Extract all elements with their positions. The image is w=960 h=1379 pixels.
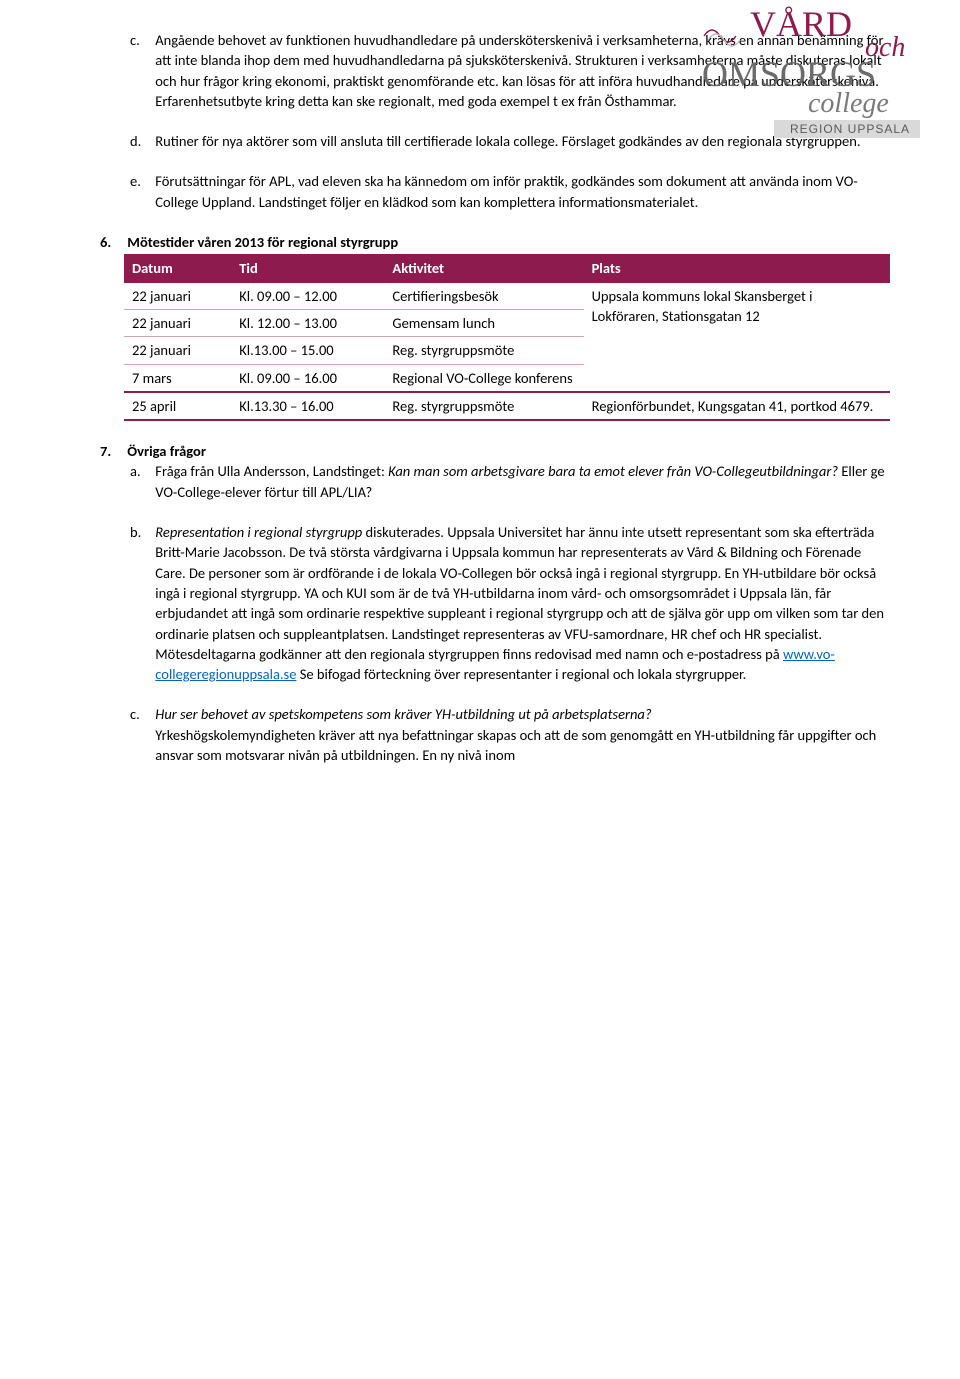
table-row: 25 april Kl.13.30 – 16.00 Reg. styrgrupp… [124,392,890,420]
list-item-e: e. Förutsättningar för APL, vad eleven s… [130,171,890,212]
q7-item-c: c. Hur ser behovet av spetskompetens som… [130,704,890,765]
section6-num: 6. [100,232,124,252]
q7-marker-a: a. [130,461,152,481]
th-tid: Tid [231,254,384,282]
section7-num: 7. [100,441,124,461]
th-aktivitet: Aktivitet [384,254,583,282]
th-datum: Datum [124,254,231,282]
logo-region: REGION UPPSALA [790,122,910,136]
cell-tid: Kl.13.00 – 15.00 [231,337,384,364]
list-marker-e: e. [130,171,152,191]
section6-title: Mötestider våren 2013 för regional styrg… [127,232,398,252]
q7-body-b: Representation i regional styrgrupp disk… [155,522,889,684]
q7c-italic: Hur ser behovet av spetskompetens som kr… [155,705,651,723]
cell-akt: Regional VO-College konferens [384,364,583,392]
list-marker-c: c. [130,30,152,50]
q7-body-c: Hur ser behovet av spetskompetens som kr… [155,704,889,765]
cell-datum: 25 april [124,392,231,420]
cell-akt: Reg. styrgruppsmöte [384,392,583,420]
cell-datum: 7 mars [124,364,231,392]
meeting-table: Datum Tid Aktivitet Plats 22 januari Kl.… [124,254,890,421]
cell-akt: Gemensam lunch [384,309,583,336]
cell-datum: 22 januari [124,337,231,364]
list-text-e: Förutsättningar för APL, vad eleven ska … [155,171,889,212]
th-plats: Plats [584,254,890,282]
cell-plats2: Regionförbundet, Kungsgatan 41, portkod … [584,392,890,420]
q7a-lead: Fråga från Ulla Andersson, Landstinget: [155,462,388,480]
list-marker-d: d. [130,131,152,151]
logo-vard: VÅRD [750,4,852,44]
q7-marker-c: c. [130,704,152,724]
q7a-italic: Kan man som arbetsgivare bara ta emot el… [388,462,838,480]
table-row: 22 januari Kl. 09.00 – 12.00 Certifierin… [124,283,890,310]
cell-akt: Reg. styrgruppsmöte [384,337,583,364]
q7b-text1: diskuterades. Uppsala Universitet har än… [155,523,884,663]
q7-item-a: a. Fråga från Ulla Andersson, Landstinge… [130,461,890,502]
cell-plats1: Uppsala kommuns lokal Skansberget i Lokf… [584,283,890,392]
logo-college: college [808,88,889,119]
q7-item-b: b. Representation i regional styrgrupp d… [130,522,890,684]
cell-tid: Kl. 09.00 – 12.00 [231,283,384,310]
cell-tid: Kl. 09.00 – 16.00 [231,364,384,392]
q7c-text: Yrkeshögskolemyndigheten kräver att nya … [155,726,876,764]
q7b-italic-lead: Representation i regional styrgrupp [155,523,362,541]
cell-datum: 22 januari [124,283,231,310]
cell-datum: 22 januari [124,309,231,336]
section7-title: Övriga frågor [127,441,206,461]
q7b-text2: Se bifogad förteckning över representant… [296,665,746,683]
brand-logo: VÅRD och OMSORGS college REGION UPPSALA [690,0,920,140]
q7-body-a: Fråga från Ulla Andersson, Landstinget: … [155,461,889,502]
cell-akt: Certifieringsbesök [384,283,583,310]
q7-marker-b: b. [130,522,152,542]
cell-tid: Kl.13.30 – 16.00 [231,392,384,420]
cell-tid: Kl. 12.00 – 13.00 [231,309,384,336]
